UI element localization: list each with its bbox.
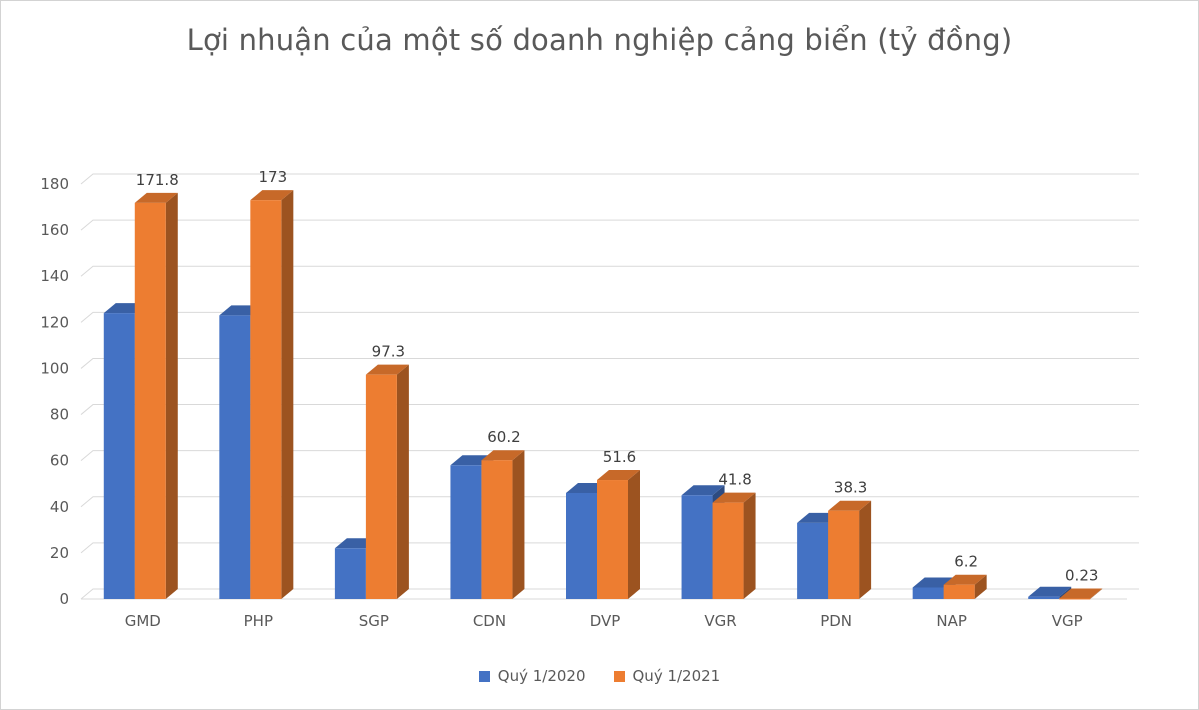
bar-quy-1-2020-pdn	[797, 522, 829, 599]
bar-top-quy-1-2021-vgr	[712, 492, 756, 503]
gridline-20	[80, 542, 1139, 554]
x-category-label-gmd: GMD	[125, 612, 161, 630]
bar-side-quy-1-2021-vgr	[743, 492, 756, 599]
bar-side-quy-1-2021-dvp	[628, 470, 640, 599]
x-category-label-cdn: CDN	[473, 612, 506, 630]
x-category-label-pdn: PDN	[820, 612, 852, 630]
bar-quy-1-2021-vgr	[712, 502, 744, 599]
plot-area: 0 20 40 60 80 100 120 140 160 180 171.8 GMD 173 PHP 97…	[40, 168, 1139, 630]
bar-quy-1-2021-php	[250, 200, 282, 599]
y-tick-label-60: 60	[50, 452, 69, 470]
bar-top-quy-1-2021-dvp	[597, 470, 640, 481]
y-tick-label-40: 40	[50, 498, 69, 516]
y-tick-label-0: 0	[59, 590, 69, 608]
data-label-pdn: 38.3	[834, 479, 867, 497]
y-tick-label-140: 140	[40, 267, 69, 285]
data-label-nap: 6.2	[954, 553, 978, 571]
bar-side-quy-1-2021-vgp	[1090, 588, 1103, 599]
bar-quy-1-2021-vgp	[1059, 598, 1091, 600]
bar-top-quy-1-2021-vgp	[1059, 588, 1103, 599]
gridline-100	[80, 357, 1139, 369]
y-tick-label-120: 120	[40, 313, 69, 331]
bar-side-quy-1-2021-nap	[974, 574, 987, 599]
bar-top-quy-1-2021-cdn	[481, 450, 525, 461]
gridline-160	[80, 219, 1139, 231]
bar-side-quy-1-2021-php	[281, 190, 294, 599]
bar-side-quy-1-2021-pdn	[859, 500, 872, 599]
legend-item-quy-1-2020: Quý 1/2020	[478, 667, 586, 685]
data-label-vgp: 0.23	[1065, 566, 1098, 584]
legend-swatch-quy-1-2021-icon	[613, 670, 625, 682]
bar-top-quy-1-2021-nap	[943, 574, 987, 585]
data-label-dvp: 51.6	[603, 448, 636, 466]
data-label-cdn: 60.2	[487, 428, 520, 446]
x-category-label-vgr: VGR	[704, 612, 736, 630]
legend-label-quy-1-2021: Quý 1/2021	[632, 667, 721, 685]
legend: Quý 1/2020 Quý 1/2021	[1, 667, 1198, 685]
x-category-label-nap: NAP	[936, 612, 967, 630]
bar-quy-1-2021-dvp	[597, 480, 628, 599]
y-tick-label-100: 100	[40, 359, 69, 377]
gridline-180	[80, 173, 1139, 185]
bar-top-quy-1-2021-pdn	[828, 500, 872, 511]
bar-quy-1-2020-sgp	[334, 548, 366, 599]
bar-quy-1-2020-php	[219, 315, 251, 599]
data-label-sgp: 97.3	[372, 343, 405, 361]
data-label-vgr: 41.8	[718, 471, 751, 489]
data-label-gmd: 171.8	[136, 171, 179, 189]
bar-top-quy-1-2020-vgr	[681, 485, 725, 496]
bar-quy-1-2020-vgp	[1028, 596, 1060, 599]
x-category-label-dvp: DVP	[590, 612, 621, 630]
y-tick-label-180: 180	[40, 175, 69, 193]
gridline-120	[80, 311, 1139, 323]
x-category-label-vgp: VGP	[1052, 612, 1083, 630]
bar-quy-1-2020-vgr	[681, 495, 713, 599]
legend-item-quy-1-2021: Quý 1/2021	[613, 667, 721, 685]
bar-quy-1-2021-gmd	[134, 202, 166, 599]
gridline-80	[80, 404, 1139, 415]
gridline-140	[80, 265, 1139, 277]
bar-side-quy-1-2020-vgp	[1059, 586, 1072, 599]
bar-side-quy-1-2021-sgp	[396, 364, 409, 599]
chart-title: Lợi nhuận của một số doanh nghiệp cảng b…	[186, 23, 1013, 57]
legend-swatch-quy-1-2020-icon	[478, 670, 490, 682]
legend-label-quy-1-2020: Quý 1/2020	[497, 667, 586, 685]
x-category-label-sgp: SGP	[359, 612, 389, 630]
bar-side-quy-1-2021-gmd	[165, 192, 178, 599]
data-label-php: 173	[259, 168, 288, 186]
bar-quy-1-2021-pdn	[828, 510, 860, 599]
bar-quy-1-2021-nap	[943, 584, 975, 599]
bar-quy-1-2020-dvp	[566, 492, 597, 599]
bar-quy-1-2020-cdn	[450, 465, 482, 599]
bar-top-quy-1-2021-php	[250, 190, 294, 201]
gridline-40	[80, 496, 1139, 508]
bar-top-quy-1-2021-gmd	[134, 192, 178, 203]
bar-quy-1-2021-sgp	[365, 374, 397, 599]
bar-side-quy-1-2021-cdn	[512, 450, 525, 599]
bar-quy-1-2020-gmd	[103, 313, 135, 599]
bar-quy-1-2020-nap	[912, 587, 944, 599]
y-tick-label-160: 160	[40, 221, 69, 239]
bar-quy-1-2021-cdn	[481, 460, 513, 599]
gridline-0	[80, 588, 1139, 600]
bar-top-quy-1-2020-vgp	[1028, 586, 1072, 597]
y-tick-label-80: 80	[50, 406, 69, 424]
gridline-60	[80, 450, 1139, 462]
bar-top-quy-1-2021-sgp	[365, 364, 409, 375]
x-category-label-php: PHP	[244, 612, 273, 630]
y-tick-label-20: 20	[50, 544, 69, 562]
